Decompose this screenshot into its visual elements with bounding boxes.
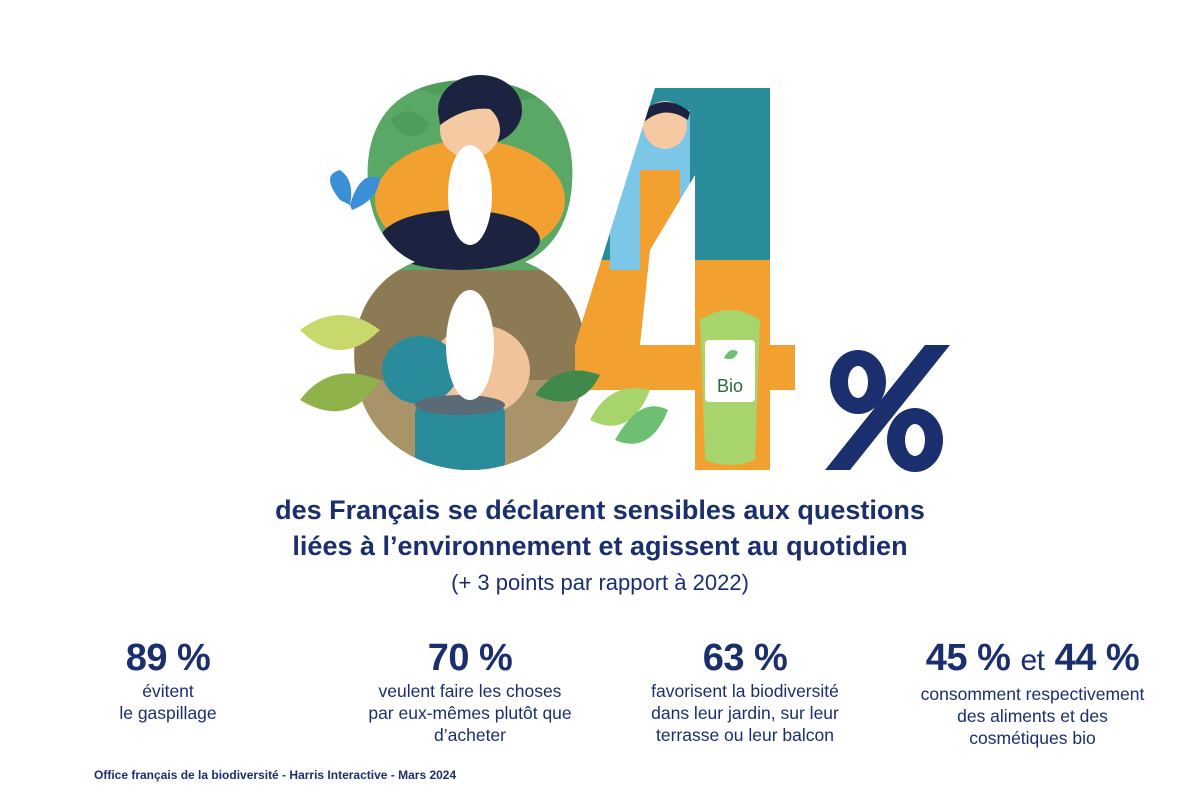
source-credit: Office français de la biodiversité - Har…	[94, 768, 457, 782]
headline-line-2: liées à l’environnement et agissent au q…	[292, 531, 908, 561]
stat-value-cosmetics: 44 %	[1054, 637, 1140, 679]
stats-row: 89 % évitent le gaspillage 70 % veulent …	[0, 636, 1200, 749]
leaves-decoration	[300, 111, 668, 444]
headline-subline: (+ 3 points par rapport à 2022)	[451, 570, 749, 595]
bio-label: Bio	[717, 376, 743, 396]
stat-value-food: 45 %	[925, 637, 1011, 679]
stat-desc-line: par eux-mêmes plutôt que	[368, 703, 572, 723]
gardener-figure	[438, 75, 522, 158]
bio-tube: Bio	[700, 310, 760, 465]
stat-desc-line: consomment respectivement	[920, 684, 1145, 704]
eighty-four-illustration: Bio 84 %	[0, 0, 950, 472]
butterfly-icon	[330, 170, 380, 210]
headline-line-1: des Français se déclarent sensibles aux …	[275, 495, 925, 525]
stat-desc-line: le gaspillage	[119, 703, 217, 723]
stat-desc-line: d’acheter	[434, 725, 506, 745]
stat-value: 63 %	[702, 637, 788, 679]
stat-value: 45 % et 44 %	[895, 636, 1170, 683]
stat-desc-line: favorisent la biodiversité	[651, 681, 839, 701]
headline: des Français se déclarent sensibles aux …	[0, 492, 1200, 598]
stat-value: 70 %	[427, 637, 513, 679]
stat-conjunction: et	[1020, 644, 1045, 677]
percent-sign	[825, 345, 950, 472]
stat-desc-line: veulent faire les choses	[378, 681, 562, 701]
stat-diy: 70 % veulent faire les choses par eux-mê…	[340, 636, 600, 746]
digit-eight-upper-hole	[448, 145, 492, 245]
percent-label: %	[0, 0, 1, 1]
stat-biodiversity: 63 % favorisent la biodiversité dans leu…	[620, 636, 870, 746]
stat-desc-line: évitent	[142, 681, 194, 701]
stat-desc-line: dans leur jardin, sur leur	[651, 703, 839, 723]
stat-desc-line: terrasse ou leur balcon	[655, 725, 835, 745]
stat-value: 89 %	[125, 637, 211, 679]
stat-desc-line: cosmétiques bio	[969, 728, 1096, 748]
stat-desc-line: des aliments et des	[957, 706, 1108, 726]
digit-eight-lower-hole	[446, 290, 494, 400]
hero-illustration: Bio 84 %	[0, 0, 950, 472]
stat-anti-waste: 89 % évitent le gaspillage	[88, 636, 248, 724]
digit-four-counter	[640, 175, 695, 345]
stat-organic: 45 % et 44 % consomment respectivement d…	[895, 636, 1170, 749]
